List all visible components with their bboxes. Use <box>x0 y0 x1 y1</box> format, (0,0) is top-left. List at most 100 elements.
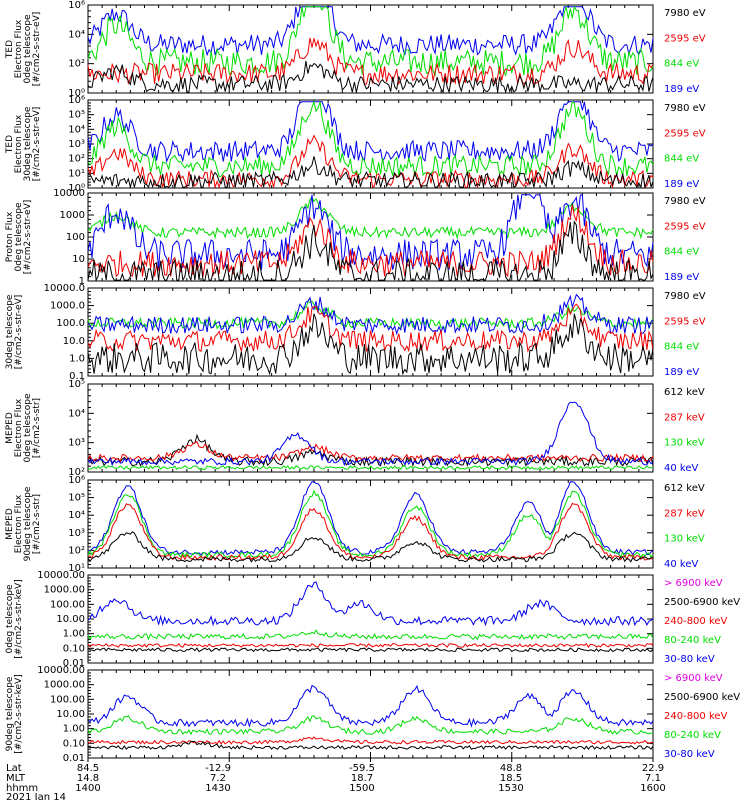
y-tick-label: 10³ <box>68 438 85 449</box>
footer-lat-3: 48.8 <box>500 763 522 774</box>
series-line-2 <box>87 642 654 649</box>
y-tick-label: 10⁶ <box>68 0 85 11</box>
legend-entry: 287 keV <box>664 412 705 423</box>
footer-lat-4: 22.9 <box>642 763 664 774</box>
legend-entry: 7980 eV <box>664 291 706 302</box>
y-tick-label: 0.10 <box>63 738 85 749</box>
legend-entry: 40 keV <box>664 559 698 570</box>
footer-mlt-0: 14.8 <box>77 773 99 784</box>
panel-5: 10¹ 10² 10³ 10⁴ 10⁵ 10⁶ MEPED Electron Flux 90de… <box>5 475 705 574</box>
y-tick-label: 10.00 <box>56 614 85 625</box>
legend-entry: 287 keV <box>664 508 705 519</box>
series-line-1 <box>87 5 654 78</box>
series-line-3 <box>87 220 654 282</box>
series-line-0 <box>87 684 654 728</box>
y-tick-label: 10² <box>68 467 85 478</box>
y-axis-label: Electron Flux <box>14 494 24 553</box>
y-axis-label: 0deg telescope <box>23 393 33 463</box>
series-line-0 <box>87 101 654 164</box>
legend-entry: 240-800 keV <box>664 711 728 722</box>
y-tick-label: 10.0 <box>63 336 85 347</box>
y-axis-label: [#/cm2-s-str-eV] <box>32 107 42 182</box>
series-line-3 <box>87 740 654 751</box>
series-line-1 <box>87 293 654 336</box>
series-line-3 <box>87 313 654 376</box>
series-line-3 <box>87 465 653 471</box>
legend-entry: 2500-6900 keV <box>664 597 740 608</box>
legend-entry: 7980 eV <box>664 196 706 207</box>
legend-entry: 80-240 keV <box>664 635 721 646</box>
legend-entry: > 6900 keV <box>664 673 723 684</box>
series-line-2 <box>87 303 654 353</box>
y-tick-label: 1.00 <box>63 724 85 735</box>
legend-entry: 240-800 keV <box>664 616 728 627</box>
y-tick-label: 1000.0 <box>50 301 85 312</box>
footer-lat-1: -12.9 <box>205 763 231 774</box>
series-line-0 <box>87 581 654 627</box>
y-axis-label: TED <box>5 135 15 154</box>
y-axis-label: [#/cm2-s-str] <box>32 398 42 458</box>
y-axis-label: Proton Flux <box>5 211 15 262</box>
series-line-3 <box>87 60 654 94</box>
series-line-1 <box>87 441 654 463</box>
y-axis-label: [#/cm2-s-str-eV] <box>23 200 33 275</box>
y-tick-label: 10² <box>68 545 85 556</box>
footer-hhmm-1: 1430 <box>205 783 230 794</box>
y-axis-label: MEPED <box>5 412 15 444</box>
y-axis-label: Electron Flux <box>14 19 24 78</box>
footer-hhmm-2: 1500 <box>349 783 374 794</box>
y-tick-label: 10⁴ <box>68 124 85 135</box>
legend-entry: > 6900 keV <box>664 578 723 589</box>
legend-entry: 2595 eV <box>664 316 706 327</box>
panel-7: 0.01 0.10 1.00 10.00 100.00 1000.00 10000.00 90… <box>5 665 740 764</box>
series-line-2 <box>87 502 654 561</box>
y-axis-label: [#/cm2-s-str] <box>32 494 42 554</box>
legend-entry: 189 eV <box>664 367 699 378</box>
legend-entry: 7980 eV <box>664 8 706 19</box>
legend-entry: 30-80 keV <box>664 654 715 665</box>
footer-mlt-4: 7.1 <box>645 773 661 784</box>
series-line-1 <box>87 194 654 271</box>
footer-lat-0: 84.5 <box>77 763 99 774</box>
y-tick-label: 0.1 <box>69 371 85 382</box>
y-tick-label: 10¹ <box>68 168 85 179</box>
legend-entry: 189 eV <box>664 179 699 190</box>
series-line-2 <box>87 134 654 190</box>
y-axis-label: Electron Flux <box>14 398 24 457</box>
footer-hhmm-3: 1530 <box>498 783 523 794</box>
y-axis-label: [#/cm2-s-str-keV] <box>14 674 24 753</box>
y-tick-label: 100 <box>66 232 85 243</box>
y-tick-label: 10000 <box>53 188 85 199</box>
y-tick-label: 0.10 <box>63 643 85 654</box>
legend-entry: 2500-6900 keV <box>664 692 740 703</box>
y-tick-label: 10¹ <box>68 563 85 574</box>
y-axis-label: 30deg telescope <box>5 294 15 369</box>
y-axis-label: 0deg telescope <box>5 584 15 654</box>
y-tick-label: 10⁶ <box>68 95 85 106</box>
y-axis-label: 30deg telescope <box>23 106 33 181</box>
y-tick-label: 1 <box>79 276 85 287</box>
footer-lat-2: -59.5 <box>349 763 375 774</box>
y-axis-label: [#/cm2-s-str-eV] <box>32 12 42 87</box>
y-tick-label: 10 <box>72 254 85 265</box>
y-tick-label: 10⁶ <box>68 475 85 486</box>
y-tick-label: 0.01 <box>63 753 85 764</box>
y-axis-label: 0deg telescope <box>23 14 33 84</box>
series-line-2 <box>87 736 653 745</box>
footer-hhmm-0: 1400 <box>75 783 100 794</box>
legend-entry: 189 eV <box>664 272 699 283</box>
y-tick-label: 1.00 <box>63 629 85 640</box>
y-tick-label: 100.00 <box>50 694 85 705</box>
legend-entry: 130 keV <box>664 438 705 449</box>
y-tick-label: 10⁴ <box>68 510 85 521</box>
y-tick-label: 1000.00 <box>44 680 85 691</box>
legend-entry: 40 keV <box>664 463 698 474</box>
y-axis-label: [#/cm2-s-str-eV] <box>14 295 24 370</box>
panel-0: 10⁰ 10² 10⁴ 10⁶ TED Electron Flux 0deg telesco… <box>5 0 706 99</box>
series-line-3 <box>87 531 654 563</box>
footer-date: 2021 Jan 14 <box>6 792 66 800</box>
series-line-2 <box>87 37 654 86</box>
panel-frame <box>87 383 654 473</box>
y-tick-label: 0.01 <box>63 658 85 669</box>
